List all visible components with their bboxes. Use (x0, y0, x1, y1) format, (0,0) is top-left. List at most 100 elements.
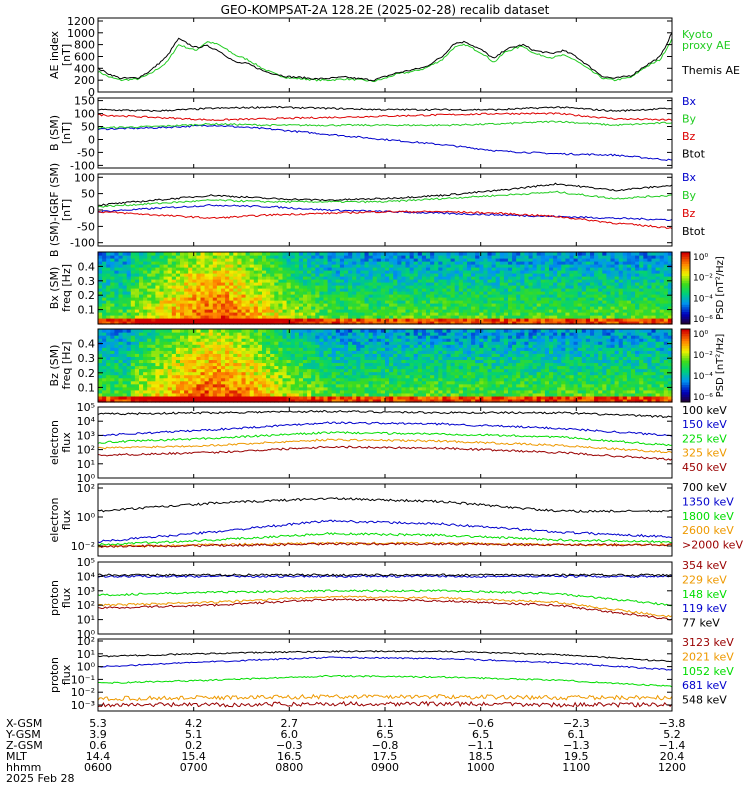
heatmap-cell (516, 252, 521, 256)
heatmap-cell (266, 252, 271, 256)
legend-label: Btot (682, 225, 706, 238)
heatmap-cell (114, 329, 119, 333)
heatmap-cell (541, 252, 546, 256)
heatmap-cell (283, 329, 288, 333)
y-tick-label: 0.4 (78, 260, 96, 273)
heatmap-cell (209, 252, 214, 256)
heatmap-cell (656, 252, 661, 256)
legend-label: Bz (682, 130, 696, 143)
heatmap-cell (131, 329, 136, 333)
heatmap-cell (545, 252, 550, 256)
y-tick-label: 100 (74, 108, 95, 121)
heatmap-cell (598, 252, 603, 256)
y-tick-label: 1200 (67, 15, 95, 28)
y-axis-label: [nT] (60, 199, 73, 221)
heatmap-cell (164, 252, 169, 256)
heatmap-cell (184, 329, 189, 333)
heatmap-cell (352, 252, 357, 256)
heatmap-cell (201, 329, 206, 333)
heatmap-cell (188, 252, 193, 256)
colorbar-tick-label: 10⁻² (693, 274, 713, 284)
heatmap-cell (414, 252, 419, 256)
y-axis-label: freq [Hz] (60, 264, 73, 312)
y-tick-label: -50 (77, 220, 95, 233)
chart-title: GEO-KOMPSAT-2A 128.2E (2025-02-28) recal… (221, 3, 550, 17)
heatmap-cell (488, 252, 493, 256)
heatmap-cell (311, 252, 316, 256)
heatmap-cell (332, 329, 337, 333)
heatmap-cell (492, 252, 497, 256)
heatmap-cell (221, 329, 226, 333)
colorbar-tick-label: 10⁻⁴ (693, 294, 713, 304)
y-tick-label: 0.1 (78, 304, 96, 317)
heatmap-cell (418, 252, 423, 256)
heatmap-cell (270, 252, 275, 256)
heatmap-cell (237, 252, 242, 256)
heatmap-cell (143, 252, 148, 256)
heatmap-cell (315, 252, 320, 256)
heatmap-cell (176, 252, 181, 256)
heatmap-cell (606, 252, 611, 256)
heatmap-cell (168, 329, 173, 333)
heatmap-cell (652, 252, 657, 256)
heatmap-cell (102, 252, 107, 256)
heatmap-cell (565, 252, 570, 256)
heatmap-cell (660, 252, 665, 256)
heatmap-cell (213, 252, 218, 256)
heatmap-cell (291, 329, 296, 333)
heatmap-cell (410, 252, 415, 256)
heatmap-cell (504, 252, 509, 256)
heatmap-cell (529, 252, 534, 256)
heatmap-cell (205, 252, 210, 256)
heatmap-cell (639, 252, 644, 256)
heatmap-cell (406, 252, 411, 256)
heatmap-cell (471, 252, 476, 256)
heatmap-cell (328, 252, 333, 256)
heatmap-cell (237, 329, 242, 333)
heatmap-cell (139, 252, 144, 256)
legend-label: Btot (682, 148, 706, 161)
heatmap-cell (278, 252, 283, 256)
heatmap-cell (385, 252, 390, 256)
heatmap-cell (106, 329, 111, 333)
heatmap-cell (135, 252, 140, 256)
heatmap-cell (110, 329, 115, 333)
heatmap-cell (401, 252, 406, 256)
heatmap-cell (217, 329, 222, 333)
legend-label: Themis AE (681, 64, 740, 77)
heatmap-cell (213, 329, 218, 333)
heatmap-cell (110, 252, 115, 256)
heatmap-cell (307, 252, 312, 256)
heatmap-cell (397, 252, 402, 256)
heatmap-cell (438, 252, 443, 256)
y-axis-label: [nT] (60, 122, 73, 144)
heatmap-cell (192, 329, 197, 333)
heatmap-cell (229, 329, 234, 333)
heatmap-cell (324, 329, 329, 333)
heatmap-cell (311, 329, 316, 333)
heatmap-cell (209, 329, 214, 333)
panel-frame (98, 174, 672, 246)
heatmap-cell (123, 252, 128, 256)
legend-label: proxy AE (682, 39, 731, 52)
heatmap-cell (278, 329, 283, 333)
series-line-bz (98, 113, 672, 121)
heatmap-cell (254, 329, 259, 333)
heatmap-cell (98, 252, 103, 256)
heatmap-cell (430, 252, 435, 256)
heatmap-cell (295, 329, 300, 333)
heatmap-cell (250, 252, 255, 256)
panel-frame (98, 18, 672, 92)
legend-label: By (682, 113, 697, 126)
heatmap-cell (258, 329, 263, 333)
heatmap-cell (549, 252, 554, 256)
heatmap-cell (451, 252, 456, 256)
heatmap-cell (611, 252, 616, 256)
heatmap-cell (475, 252, 480, 256)
heatmap-cell (114, 252, 119, 256)
y-tick-label: 800 (74, 39, 95, 52)
heatmap-cell (365, 252, 370, 256)
heatmap-cell (139, 329, 144, 333)
